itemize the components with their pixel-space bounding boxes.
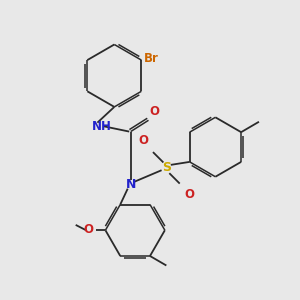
Text: Br: Br bbox=[144, 52, 159, 65]
Text: N: N bbox=[125, 178, 136, 191]
Text: O: O bbox=[139, 134, 148, 147]
Text: NH: NH bbox=[92, 120, 112, 133]
Text: O: O bbox=[184, 188, 194, 201]
Text: O: O bbox=[84, 223, 94, 236]
Text: S: S bbox=[162, 161, 171, 174]
Text: O: O bbox=[150, 106, 160, 118]
